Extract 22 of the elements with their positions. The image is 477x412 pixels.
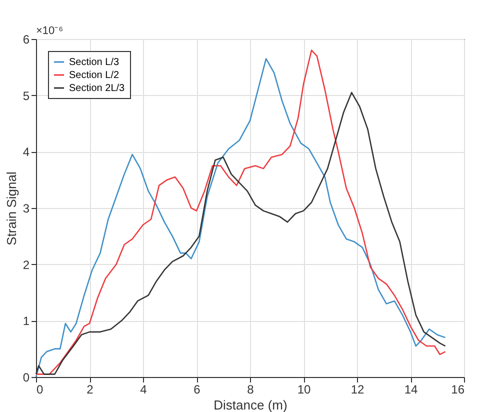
x-tick-label: 8	[247, 382, 254, 396]
y-tick-label: 6	[22, 32, 30, 46]
y-tick-label: 0	[22, 370, 30, 384]
y-tick-label: 3	[22, 202, 30, 216]
x-tick-label: 12	[350, 382, 364, 396]
legend-label: Section L/2	[69, 70, 120, 81]
x-tick-label: 2	[86, 382, 94, 396]
x-tick-label: 10	[297, 382, 311, 396]
x-tick-label: 6	[194, 382, 201, 396]
y-tick-label: 4	[22, 145, 30, 160]
legend-label: Section 2L/3	[69, 83, 126, 94]
x-tick-label: 0	[36, 382, 44, 396]
x-tick-label: 16	[451, 382, 465, 396]
y-tick-label: 1	[22, 314, 30, 328]
y-axis-title: Strain Signal	[4, 172, 19, 246]
legend-label: Section L/3	[69, 57, 120, 68]
x-axis-title: Distance (m)	[214, 398, 288, 412]
y-tick-label: 2	[22, 258, 30, 272]
y-tick-label: 5	[22, 88, 30, 103]
x-tick-label: 4	[140, 382, 148, 396]
x-tick-label: 14	[404, 382, 418, 396]
text: ×10⁻⁶	[36, 25, 64, 37]
